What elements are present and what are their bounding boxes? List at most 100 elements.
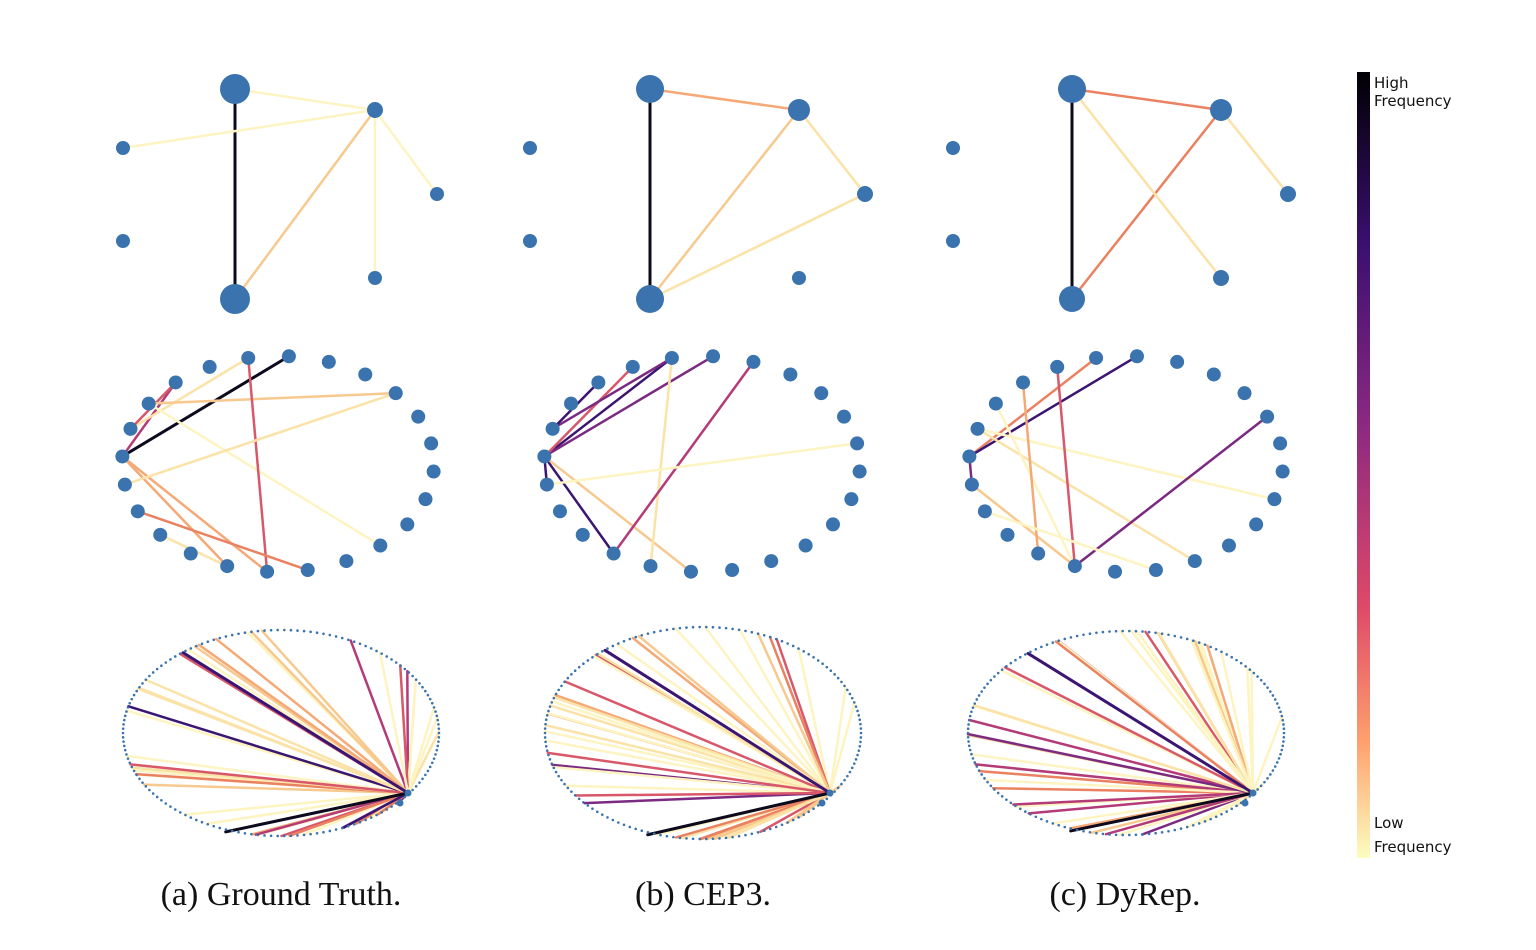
node-row3-0-111 bbox=[269, 628, 273, 632]
node-row3-1-55 bbox=[595, 810, 599, 814]
edge-row1-0-2 bbox=[121, 108, 377, 150]
node-row3-2-120 bbox=[1173, 634, 1177, 638]
node-row3-1-16 bbox=[825, 797, 829, 801]
node-row2-0-11 bbox=[424, 436, 439, 451]
node-row3-2-92 bbox=[1005, 665, 1008, 668]
node-row3-0-116 bbox=[302, 629, 306, 633]
node-row1-1-0 bbox=[636, 75, 664, 103]
node-row2-0-22 bbox=[130, 504, 145, 519]
edge-row1-0-1 bbox=[233, 87, 377, 112]
node-row3-0-62 bbox=[144, 785, 148, 788]
node-row3-1-88 bbox=[566, 676, 570, 680]
edge-row3-1-9 bbox=[674, 627, 832, 795]
node-row3-0-69 bbox=[126, 757, 130, 760]
node-row3-2-96 bbox=[1023, 653, 1027, 656]
node-row3-2-4 bbox=[1280, 748, 1284, 752]
node-row2-1-18 bbox=[683, 564, 698, 579]
node-row3-1-65 bbox=[557, 774, 560, 778]
node-row2-0-5 bbox=[241, 350, 256, 365]
node-row3-0-91 bbox=[155, 667, 159, 671]
edge-row3-2-8 bbox=[1003, 666, 1255, 795]
node-row3-1-96 bbox=[600, 650, 604, 653]
node-row3-2-106 bbox=[1082, 633, 1085, 637]
node-row3-0-10 bbox=[424, 773, 427, 777]
node-row2-0-21 bbox=[153, 527, 168, 542]
node-row3-2-122 bbox=[1185, 637, 1189, 641]
node-row3-0-113 bbox=[283, 628, 286, 632]
node-row3-0-103 bbox=[218, 636, 222, 640]
node-row3-0-28 bbox=[340, 826, 344, 830]
edge-row3-2-6 bbox=[1251, 715, 1284, 795]
node-row3-1-70 bbox=[547, 753, 550, 757]
node-row3-2-133 bbox=[1244, 665, 1247, 668]
node-row3-1-45 bbox=[652, 832, 656, 836]
node-row3-1-118 bbox=[737, 628, 741, 632]
node-row3-1-87 bbox=[563, 680, 566, 684]
node-row3-2-83 bbox=[975, 698, 979, 701]
node-row3-0-143 bbox=[430, 701, 434, 705]
node-row3-1-2 bbox=[859, 740, 862, 744]
node-row3-2-70 bbox=[970, 752, 973, 756]
edge-row3-2-0 bbox=[991, 786, 1255, 795]
node-row3-0-35 bbox=[296, 834, 299, 837]
node-row2-0-0 bbox=[115, 449, 130, 464]
node-row3-0-65 bbox=[135, 773, 138, 777]
node-row2-2-23 bbox=[964, 477, 979, 492]
node-row3-0-8 bbox=[428, 765, 432, 769]
node-row3-0-80 bbox=[125, 710, 128, 713]
node-row3-1-77 bbox=[544, 722, 547, 726]
node-row1-2-1 bbox=[1210, 99, 1232, 121]
node-row2-0-13 bbox=[418, 492, 433, 507]
node-row2-1-1 bbox=[545, 421, 560, 436]
node-row3-1-113 bbox=[705, 625, 708, 629]
node-row2-2-19 bbox=[1067, 559, 1082, 574]
node-row2-1-4 bbox=[625, 359, 640, 374]
node-row3-0-123 bbox=[346, 638, 350, 642]
node-row3-0-101 bbox=[206, 640, 210, 644]
node-row3-1-68 bbox=[550, 762, 554, 765]
node-row3-1-133 bbox=[821, 662, 824, 666]
node-row3-1-63 bbox=[563, 782, 566, 786]
node-row3-1-6 bbox=[854, 758, 858, 761]
node-row3-2-14 bbox=[1256, 788, 1259, 791]
node-row3-1-94 bbox=[591, 655, 594, 659]
node-row3-0-130 bbox=[385, 655, 389, 658]
node-row3-2-93 bbox=[1009, 661, 1013, 665]
edge-row2-1-10 bbox=[545, 442, 859, 486]
caption-c: (c) DyRep. bbox=[1049, 876, 1201, 913]
node-row1-1-4 bbox=[523, 234, 537, 248]
node-row3-0-114 bbox=[289, 628, 293, 632]
node-row2-1-16 bbox=[764, 554, 779, 569]
node-row3-1-28 bbox=[762, 829, 766, 833]
node-row3-2-34 bbox=[1147, 832, 1151, 836]
node-row3-1-40 bbox=[685, 837, 688, 840]
node-row2-2-13 bbox=[1267, 492, 1282, 507]
node-row2-2-12 bbox=[1275, 464, 1290, 479]
edge-row2-1-6 bbox=[543, 455, 693, 573]
node-row3-0-37 bbox=[283, 834, 286, 838]
edge-row3-2-37 bbox=[1190, 638, 1255, 795]
node-row3-1-101 bbox=[628, 637, 632, 641]
node-row3-1-82 bbox=[550, 701, 554, 704]
node-row3-1-18 bbox=[816, 804, 820, 807]
node-row3-1-148 bbox=[859, 722, 862, 726]
node-row3-0-93 bbox=[164, 661, 168, 664]
node-row3-0-110 bbox=[263, 629, 266, 632]
node-row3-2-72 bbox=[967, 744, 971, 748]
node-row3-2-16 bbox=[1248, 795, 1252, 798]
edge-row3-1-strong-b bbox=[646, 791, 832, 837]
node-row3-2-121 bbox=[1179, 636, 1183, 639]
node-row3-2-56 bbox=[1014, 804, 1017, 808]
node-row3-2-84 bbox=[977, 694, 981, 697]
node-row3-0-131 bbox=[390, 658, 393, 661]
node-row3-0-122 bbox=[340, 636, 344, 640]
node-row3-0-106 bbox=[237, 632, 240, 636]
node-row3-1-116 bbox=[724, 626, 728, 630]
node-row3-2-148 bbox=[1282, 723, 1285, 726]
node-row3-2-69 bbox=[971, 757, 975, 760]
node-row3-1-102 bbox=[634, 635, 638, 639]
edge-row2-1-2 bbox=[543, 365, 635, 458]
node-row3-1-51 bbox=[617, 821, 620, 824]
node-row3-1-123 bbox=[768, 635, 772, 639]
edge-row3-0-32 bbox=[197, 643, 410, 795]
